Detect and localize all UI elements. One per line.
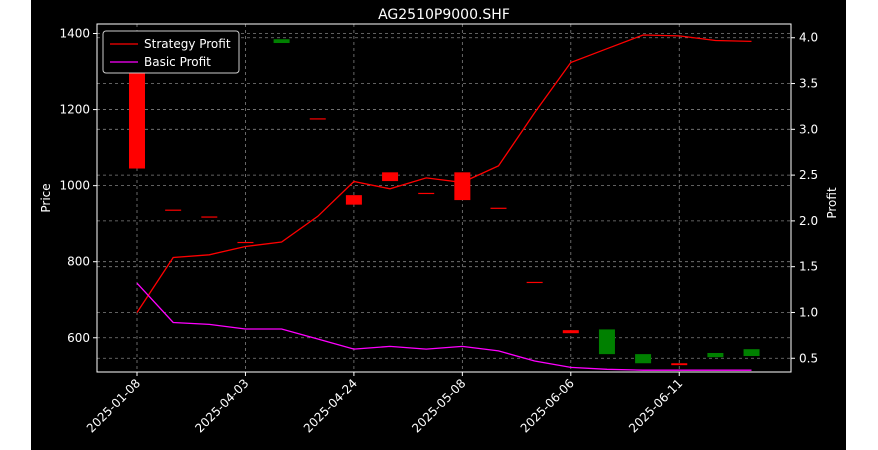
candle-2 <box>201 216 218 218</box>
profit-lines <box>136 34 752 371</box>
candle-16 <box>707 352 724 358</box>
x-tick-label-3: 2025-05-08 <box>409 376 468 435</box>
x-tick-label-4: 2025-06-06 <box>518 376 577 435</box>
x-tick-label-5: 2025-06-11 <box>626 376 685 435</box>
y2-tick-label-4: 2.5 <box>799 168 818 182</box>
legend-label-basic: Basic Profit <box>144 55 211 69</box>
chart-title: AG2510P9000.SHF <box>378 7 510 23</box>
y2-tick-label-7: 4.0 <box>799 31 818 45</box>
y-tick-label-3: 1200 <box>59 103 90 117</box>
y-tick-label-4: 1400 <box>59 27 90 41</box>
candle-12 <box>562 330 579 334</box>
legend-label-strategy: Strategy Profit <box>144 37 231 51</box>
candle-15 <box>671 363 688 366</box>
y2-tick-label-3: 2.0 <box>799 214 818 228</box>
candle-17 <box>743 349 760 357</box>
y2-axis-label: Profit <box>825 187 839 219</box>
figure-background <box>31 0 846 450</box>
candle-5 <box>309 118 326 120</box>
candle-6 <box>345 195 362 205</box>
x-axis-ticks: 2025-01-08 2025-04-03 2025-04-24 2025-05-08… <box>84 372 685 435</box>
y2-tick-label-6: 3.5 <box>799 77 818 91</box>
y2-tick-label-1: 1.0 <box>799 305 818 319</box>
candle-3 <box>237 241 254 244</box>
y-axis-label: Price <box>39 183 53 212</box>
y2-tick-label-5: 3.0 <box>799 122 818 136</box>
y-tick-label-1: 800 <box>67 255 90 269</box>
x-tick-label-2: 2025-04-24 <box>301 376 360 435</box>
plot-frame <box>96 23 792 373</box>
candle-4 <box>273 39 290 44</box>
y2-tick-label-0: 0.5 <box>799 351 818 365</box>
candle-13 <box>598 329 615 355</box>
right-axis-ticks: 0.5 1.0 1.5 2.0 2.5 3.0 3.5 4.0 <box>791 31 818 365</box>
series-line-1 <box>136 282 752 371</box>
series-line-0 <box>136 34 752 313</box>
candle-11 <box>526 281 543 284</box>
y-tick-label-0: 600 <box>67 331 90 345</box>
candle-10 <box>490 207 507 209</box>
x-tick-label-1: 2025-04-03 <box>192 376 251 435</box>
left-axis-ticks: 600 800 1000 1200 1400 <box>59 27 97 345</box>
candle-1 <box>165 209 182 211</box>
x-tick-label-0: 2025-01-08 <box>84 376 143 435</box>
candle-14 <box>635 354 652 364</box>
candle-8 <box>418 192 435 195</box>
y-tick-label-2: 1000 <box>59 179 90 193</box>
y2-tick-label-2: 1.5 <box>799 260 818 274</box>
grid-lines <box>97 24 791 372</box>
legend: Strategy Profit Basic Profit <box>102 30 240 74</box>
candle-9 <box>454 172 471 201</box>
candle-7 <box>382 172 399 182</box>
